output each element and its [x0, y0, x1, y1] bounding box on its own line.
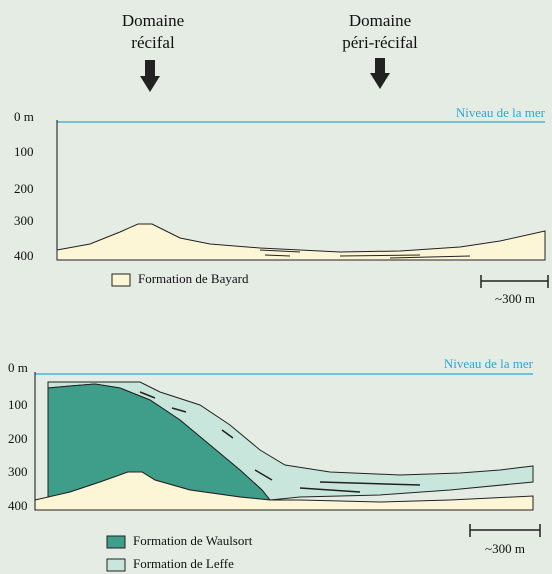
depth-label: 300 — [14, 213, 34, 228]
flow-arrows — [139, 391, 421, 493]
scale-label: ~300 m — [495, 291, 535, 306]
depth-label: 0 m — [8, 360, 28, 375]
depth-labels: 0 m 100 200 300 400 — [14, 109, 34, 263]
legend-label: Formation de Waulsort — [133, 533, 253, 548]
scale-label: ~300 m — [485, 541, 525, 556]
depth-label: 300 — [8, 464, 28, 479]
legend-swatch — [106, 535, 126, 549]
depth-label: 200 — [8, 431, 28, 446]
domain-label: Domaine — [122, 11, 184, 30]
sea-label: Niveau de la mer — [444, 356, 534, 371]
strata-lines — [259, 249, 471, 259]
legend-label: Formation de Leffe — [133, 556, 234, 571]
domain-label: récifal — [131, 33, 175, 52]
sea-label: Niveau de la mer — [456, 105, 546, 120]
bayard-formation — [34, 471, 534, 511]
depth-label: 100 — [8, 397, 28, 412]
arrow — [370, 58, 390, 89]
bayard-formation — [56, 223, 546, 261]
depth-label: 200 — [14, 181, 34, 196]
depth-label: 400 — [14, 248, 34, 263]
domain-label: Domaine — [349, 11, 411, 30]
arrow — [140, 60, 160, 92]
legend-swatch — [111, 273, 131, 287]
scale-bar — [469, 524, 541, 537]
scale-bar — [480, 275, 549, 288]
depth-labels: 0 m 100 200 300 400 — [8, 360, 28, 513]
depth-label: 0 m — [14, 109, 34, 124]
depth-label: 400 — [8, 498, 28, 513]
legend-label: Formation de Bayard — [138, 271, 249, 286]
legend-swatch — [106, 558, 126, 572]
depth-label: 100 — [14, 144, 34, 159]
domain-label: péri-récifal — [342, 33, 418, 52]
